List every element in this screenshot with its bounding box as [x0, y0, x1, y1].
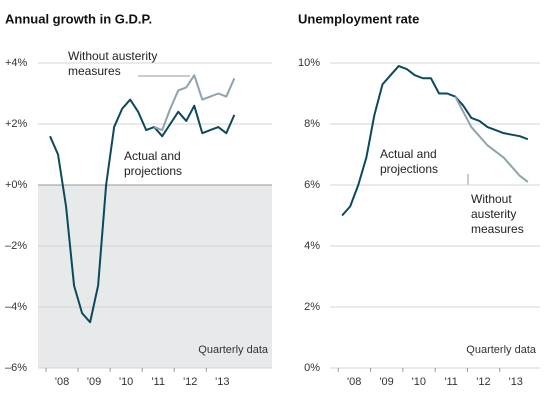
- x-tick-label: '11: [444, 376, 458, 388]
- annotation: Quarterly data: [466, 344, 537, 356]
- x-tick-label: '11: [151, 376, 165, 388]
- y-tick-label: +4%: [5, 57, 28, 69]
- x-tick-label: '09: [379, 376, 393, 388]
- x-tick-label: '10: [412, 376, 426, 388]
- y-tick-label: +0%: [5, 179, 28, 191]
- y-tick-label: 6%: [304, 179, 320, 191]
- y-tick-label: 10%: [298, 57, 320, 69]
- series-line: [454, 96, 529, 183]
- y-tick-label: –2%: [5, 240, 27, 252]
- y-tick-label: 4%: [304, 240, 320, 252]
- x-tick-label: '08: [55, 376, 69, 388]
- x-tick-label: '13: [509, 376, 523, 388]
- legend-label: Without austerity measures: [471, 192, 524, 236]
- legend-label: Actual and projections: [124, 149, 183, 178]
- y-tick-label: +2%: [5, 118, 28, 130]
- y-tick-label: –4%: [5, 301, 27, 313]
- x-tick-label: '08: [347, 376, 361, 388]
- legend-label: Actual and projections: [380, 147, 439, 176]
- chart-title: Unemployment rate: [298, 11, 419, 26]
- x-tick-label: '12: [183, 376, 197, 388]
- y-tick-label: –6%: [5, 362, 27, 374]
- negative-zone: [38, 185, 272, 368]
- series-line: [153, 74, 236, 132]
- annotation: Quarterly data: [198, 344, 269, 356]
- y-tick-label: 8%: [304, 118, 320, 130]
- chart-title: Annual growth in G.D.P.: [5, 11, 152, 26]
- series-line: [49, 98, 236, 324]
- x-tick-label: '09: [87, 376, 101, 388]
- series-line: [341, 65, 529, 217]
- x-tick-label: '12: [476, 376, 490, 388]
- x-tick-label: '13: [215, 376, 229, 388]
- y-tick-label: 0%: [304, 362, 320, 374]
- y-tick-label: 2%: [304, 301, 320, 313]
- x-tick-label: '10: [119, 376, 133, 388]
- legend-label: Without austerity measures: [68, 49, 158, 78]
